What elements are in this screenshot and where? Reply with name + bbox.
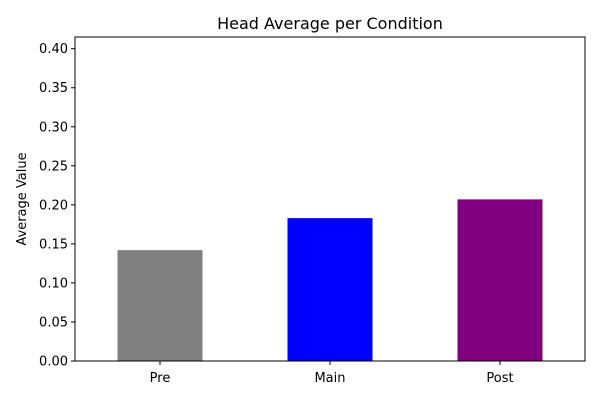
y-tick-label: 0.35 — [39, 81, 68, 96]
y-tick-label: 0.25 — [39, 159, 68, 174]
bars — [117, 199, 543, 361]
x-tick-label: Main — [314, 371, 345, 386]
y-tick-label: 0.05 — [39, 315, 68, 330]
y-tick-label: 0.40 — [39, 42, 68, 57]
y-tick-label: 0.15 — [39, 237, 68, 252]
y-axis: 0.00 0.05 0.10 0.15 0.20 0.25 0.30 0.35 0.40 — [39, 42, 75, 370]
plot-frame — [74, 36, 586, 362]
x-axis: Pre Main Post — [150, 361, 514, 386]
y-tick-label: 0.10 — [39, 276, 68, 291]
bar-main — [287, 218, 373, 361]
y-tick-label: 0.00 — [39, 355, 68, 370]
y-tick-label: 0.20 — [39, 198, 68, 213]
bar-pre — [117, 250, 203, 361]
chart-title: Head Average per Condition — [217, 14, 443, 33]
x-tick-label: Post — [486, 371, 513, 386]
bar-post — [457, 199, 543, 361]
y-axis-label: Average Value — [15, 152, 30, 245]
x-tick-label: Pre — [150, 371, 171, 386]
y-tick-label: 0.30 — [39, 120, 68, 135]
